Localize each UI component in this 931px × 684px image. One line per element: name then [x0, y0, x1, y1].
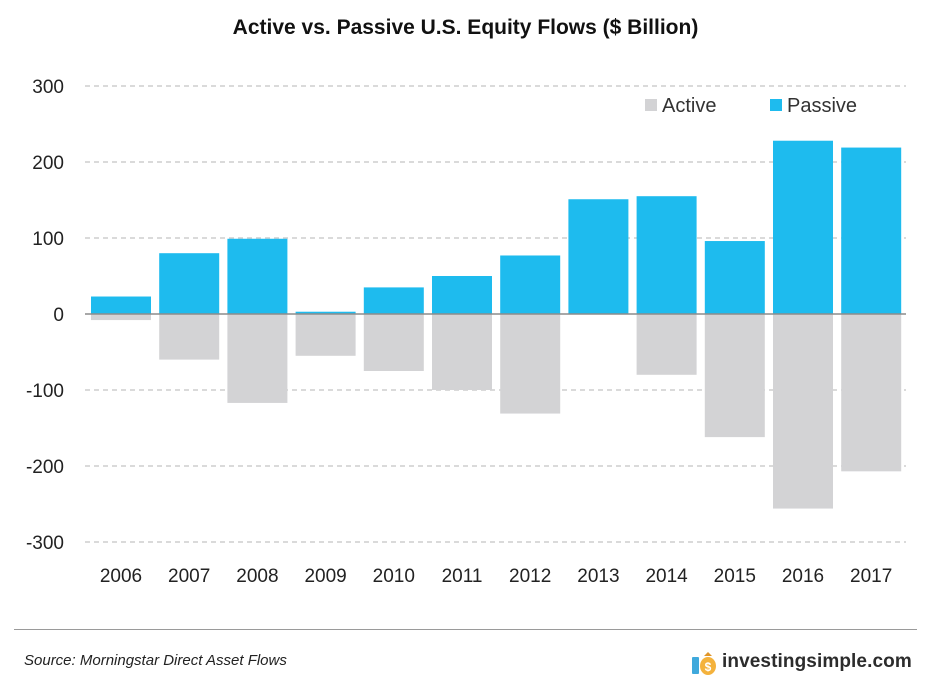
- x-tick-label: 2014: [645, 566, 688, 587]
- x-tick-label: 2006: [100, 566, 142, 587]
- legend-swatch-active: [645, 99, 657, 111]
- bar-passive-2014: [636, 196, 697, 314]
- bar-passive-2007: [159, 253, 220, 314]
- y-tick-label: 200: [32, 153, 64, 174]
- bar-active-2014: [636, 314, 697, 375]
- x-tick-label: 2013: [577, 566, 619, 587]
- bar-passive-2012: [500, 255, 561, 314]
- x-tick-label: 2017: [850, 566, 892, 587]
- bar-active-2012: [500, 314, 561, 414]
- legend-swatch-passive: [770, 99, 782, 111]
- source-note: Source: Morningstar Direct Asset Flows: [24, 652, 287, 669]
- x-tick-label: 2011: [442, 566, 483, 587]
- bar-active-2009: [295, 314, 356, 356]
- legend-label-active: Active: [662, 95, 716, 117]
- y-tick-label: 0: [53, 305, 64, 326]
- x-tick-label: 2009: [304, 566, 346, 587]
- bar-passive-2013: [568, 199, 629, 314]
- svg-text:$: $: [705, 660, 712, 674]
- legend: Active Passive: [645, 95, 857, 117]
- y-tick-label: 300: [32, 77, 64, 98]
- money-bag-icon: $: [690, 648, 718, 676]
- bar-passive-2009: [295, 311, 356, 314]
- bar-active-2015: [704, 314, 765, 438]
- bar-passive-2017: [841, 147, 902, 314]
- y-tick-label: 100: [32, 229, 64, 250]
- bar-active-2017: [841, 314, 902, 472]
- x-tick-label: 2008: [236, 566, 278, 587]
- footer-divider: [14, 629, 917, 630]
- x-tick-label: 2015: [714, 566, 756, 587]
- x-tick-label: 2016: [782, 566, 824, 587]
- x-tick-label: 2012: [509, 566, 551, 587]
- chart-title: Active vs. Passive U.S. Equity Flows ($ …: [232, 16, 699, 39]
- bar-active-2008: [227, 314, 288, 403]
- grid-lines: [85, 85, 906, 543]
- x-tick-label: 2007: [168, 566, 210, 587]
- bar-active-2010: [363, 314, 424, 371]
- y-tick-label: -300: [26, 533, 64, 554]
- bar-passive-2011: [432, 276, 492, 314]
- bar-passive-2015: [704, 241, 765, 314]
- bar-active-2011: [432, 314, 492, 390]
- bar-passive-2006: [91, 296, 151, 314]
- y-tick-label: -200: [26, 457, 64, 478]
- legend-label-passive: Passive: [787, 95, 857, 117]
- bar-passive-2008: [227, 238, 288, 314]
- x-tick-label: 2010: [373, 566, 415, 587]
- bar-active-2006: [91, 314, 151, 321]
- bar-active-2016: [773, 314, 833, 509]
- y-tick-label: -100: [26, 381, 64, 402]
- y-axis-ticks: 300 200 100 0 -100 -200 -300: [26, 77, 64, 554]
- bar-passive-2016: [773, 140, 833, 314]
- bar-active-2007: [159, 314, 220, 360]
- x-axis-ticks: 2006 2007 2008 2009 2010 2011 2012 2013 2014 2015…: [100, 566, 892, 587]
- brand-logo: $ investingsimple.com: [690, 646, 912, 678]
- bars: [85, 140, 906, 509]
- bar-passive-2010: [363, 287, 424, 314]
- brand-text: investingsimple.com: [722, 651, 912, 672]
